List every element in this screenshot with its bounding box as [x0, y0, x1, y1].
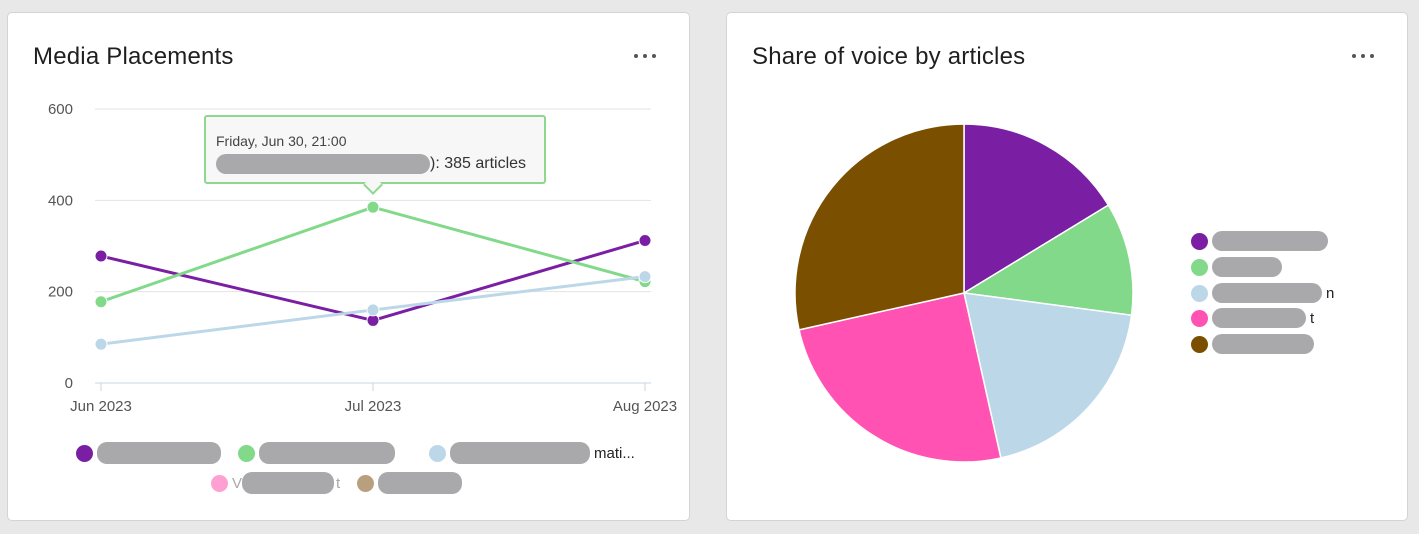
legend-label-suffix: n — [1326, 284, 1335, 302]
tooltip-value-line: ): 385 articles — [216, 154, 526, 174]
redacted-text — [216, 154, 430, 174]
legend-item-series-2[interactable] — [238, 442, 395, 464]
redacted-text — [242, 472, 335, 494]
pie-legend-item-2[interactable] — [1191, 257, 1282, 277]
series-3-point — [366, 303, 380, 317]
series-1-point — [638, 234, 652, 248]
pie-legend-item-4[interactable]: t — [1191, 308, 1314, 328]
pie-slice-3 — [963, 292, 1133, 459]
pie-slice-2 — [961, 204, 1134, 317]
legend-dot — [429, 444, 446, 462]
redacted-text — [1212, 231, 1328, 251]
more-horizontal-icon[interactable] — [1352, 49, 1374, 63]
redacted-text — [97, 442, 221, 464]
x-tick-label: Jul 2023 — [345, 398, 402, 415]
redacted-text — [1212, 283, 1322, 303]
redacted-text — [1212, 334, 1314, 354]
legend-item-series-5[interactable] — [357, 472, 462, 494]
legend-label-suffix: t — [336, 474, 341, 492]
media-placements-line-chart: 0 200 400 600 Jun 2023 Jul 2023 Aug 2023 — [48, 101, 677, 415]
more-horizontal-icon[interactable] — [634, 49, 656, 63]
x-tick-label: Aug 2023 — [613, 398, 677, 415]
y-tick-label: 0 — [65, 375, 73, 392]
pie-legend-item-5[interactable] — [1191, 334, 1314, 354]
redacted-text — [1212, 257, 1282, 277]
pie-slice-1 — [963, 123, 1110, 295]
share-of-voice-pie-chart — [794, 123, 1134, 463]
redacted-text — [378, 472, 462, 494]
legend-dot — [211, 474, 228, 492]
y-tick-label: 400 — [48, 192, 73, 209]
pie-legend-item-3[interactable]: n — [1191, 283, 1334, 303]
legend-dot — [357, 474, 374, 492]
legend-dot — [1191, 258, 1208, 276]
legend-dot — [1191, 232, 1208, 250]
y-tick-label: 600 — [48, 101, 73, 118]
legend-item-series-4[interactable]: V t — [211, 472, 340, 494]
redacted-text — [259, 442, 395, 464]
share-of-voice-title: Share of voice by articles — [752, 43, 1026, 70]
legend-label-suffix: mati... — [594, 444, 635, 462]
media-placements-card: Media Placements 0 200 400 600 Jun 2023 Jul 2… — [7, 12, 690, 521]
legend-item-series-3[interactable]: mati... — [429, 442, 635, 464]
legend-label-suffix: t — [1310, 309, 1315, 327]
x-tick-label: Jun 2023 — [70, 398, 132, 415]
legend-dot — [1191, 284, 1208, 302]
legend-dot — [1191, 335, 1208, 353]
media-placements-title: Media Placements — [33, 43, 234, 70]
series-2-point — [94, 295, 108, 309]
series-3-point — [94, 337, 108, 351]
tooltip-value: ): 385 articles — [430, 155, 527, 173]
legend-item-series-1[interactable] — [76, 442, 221, 464]
legend-dot — [1191, 309, 1208, 327]
series-1-point — [94, 249, 108, 263]
chart-tooltip: Friday, Jun 30, 21:00 ): 385 articles — [204, 115, 546, 195]
redacted-text — [450, 442, 590, 464]
pie-legend-item-1[interactable] — [1191, 231, 1328, 251]
pie-slice-5 — [794, 123, 965, 331]
series-2-point — [366, 200, 380, 214]
y-tick-label: 200 — [48, 284, 73, 301]
pie-slice-4 — [798, 292, 1002, 463]
share-of-voice-card: Share of voice by articles n t — [726, 12, 1408, 521]
redacted-text — [1212, 308, 1306, 328]
tooltip-date: Friday, Jun 30, 21:00 — [216, 133, 347, 149]
legend-dot — [76, 444, 93, 462]
legend-dot — [238, 444, 255, 462]
legend-label: V — [232, 474, 243, 492]
series-3-point — [638, 270, 652, 284]
